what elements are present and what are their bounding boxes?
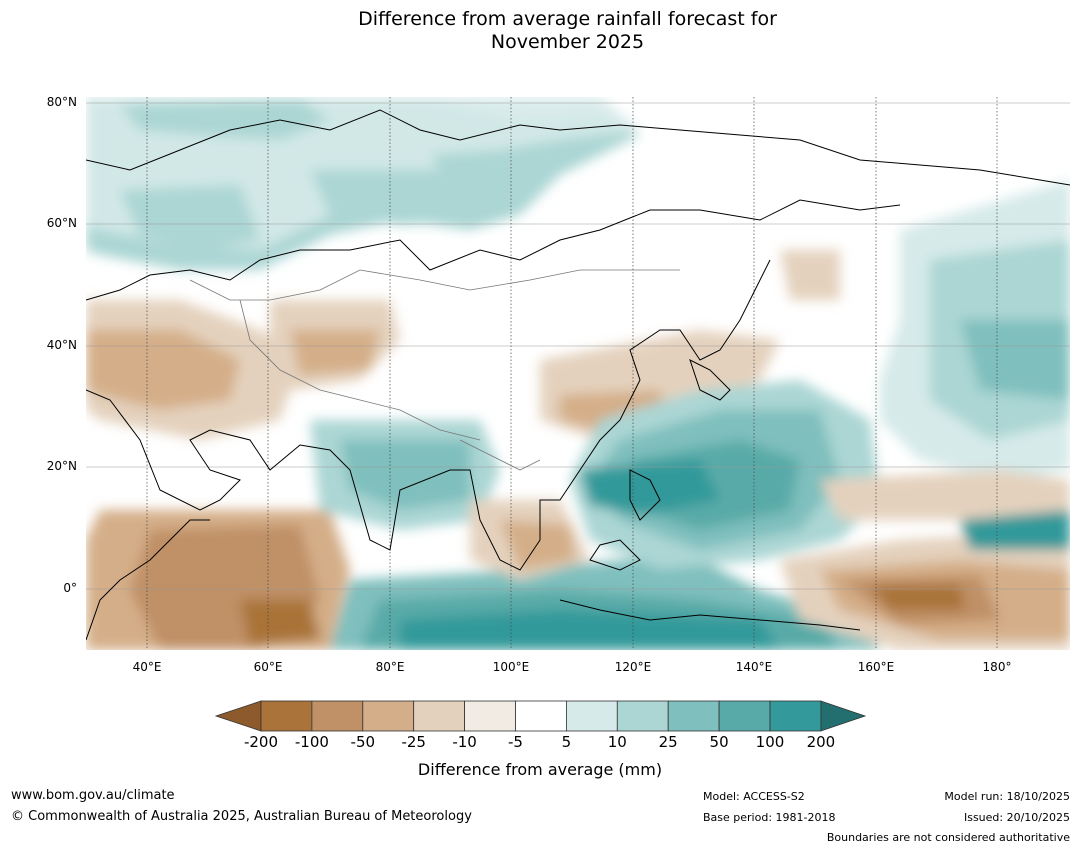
lat-label-40n: 40°N — [46, 338, 77, 352]
colorbar-label: Difference from average (mm) — [417, 760, 663, 779]
colorbar-tick-label: 10 — [607, 733, 627, 751]
lat-label-0: 0° — [63, 581, 77, 595]
colorbar-tick-label: -100 — [294, 733, 329, 751]
lon-label-80e: 80°E — [375, 660, 405, 674]
colorbar-box — [311, 700, 364, 732]
lon-label-60e: 60°E — [253, 660, 283, 674]
map-title-line1: Difference from average rainfall forecas… — [358, 8, 777, 30]
colorbar-boxes — [214, 700, 867, 732]
lon-label-180: 180° — [982, 660, 1012, 674]
issued-text: Issued: 20/10/2025 — [963, 811, 1070, 824]
meridians — [146, 97, 998, 650]
disclaimer-text: Boundaries are not considered authoritat… — [826, 831, 1070, 844]
colorbar-arrow-right — [820, 700, 867, 732]
lon-label-100e: 100°E — [492, 660, 530, 674]
lat-label-60n: 60°N — [46, 216, 77, 230]
website-link[interactable]: www.bom.gov.au/climate — [11, 788, 175, 803]
base-period-text: Base period: 1981-2018 — [703, 811, 836, 824]
graticule — [86, 102, 1070, 590]
colorbar-box — [362, 700, 415, 732]
copyright-text: © Commonwealth of Australia 2025, Austra… — [11, 809, 472, 824]
lat-label-80n: 80°N — [46, 95, 77, 109]
colorbar-box — [413, 700, 466, 732]
colorbar-box — [515, 700, 567, 732]
colorbar-tick-label: -50 — [350, 733, 376, 751]
colorbar-box — [667, 700, 720, 732]
map-title: Difference from average rainfall forecas… — [0, 8, 1081, 54]
colorbar-box — [464, 700, 516, 732]
colorbar-box — [260, 700, 313, 732]
colorbar-tick-label: -25 — [401, 733, 426, 751]
colorbar-tick-label: 100 — [755, 733, 785, 751]
colorbar-tick-label: -5 — [508, 733, 523, 751]
lon-label-40e: 40°E — [132, 660, 162, 674]
colorbar-tick-label: -10 — [452, 733, 477, 751]
lat-label-20n: 20°N — [46, 459, 77, 473]
model-run-text: Model run: 18/10/2025 — [944, 790, 1070, 803]
colorbar-tick-label: -200 — [243, 733, 279, 751]
lon-label-160e: 160°E — [857, 660, 895, 674]
lon-label-120e: 120°E — [614, 660, 652, 674]
coastlines — [86, 109, 1070, 641]
model-text: Model: ACCESS-S2 — [703, 790, 805, 803]
map-plot-area — [86, 97, 1070, 650]
colorbar-box — [616, 700, 669, 732]
colorbar-box — [566, 700, 618, 732]
colorbar-box — [769, 700, 822, 732]
lon-label-140e: 140°E — [735, 660, 773, 674]
rainfall-anomaly-field — [86, 97, 1070, 650]
colorbar-tick-label: 50 — [709, 733, 729, 751]
country-borders — [189, 269, 680, 471]
colorbar-tick-label: 200 — [806, 733, 836, 751]
colorbar-arrow-left — [214, 700, 262, 732]
colorbar-tick-label: 5 — [561, 733, 572, 751]
map-title-line2: November 2025 — [490, 31, 645, 53]
colorbar-tick-label: 25 — [658, 733, 678, 751]
colorbar-box — [718, 700, 771, 732]
